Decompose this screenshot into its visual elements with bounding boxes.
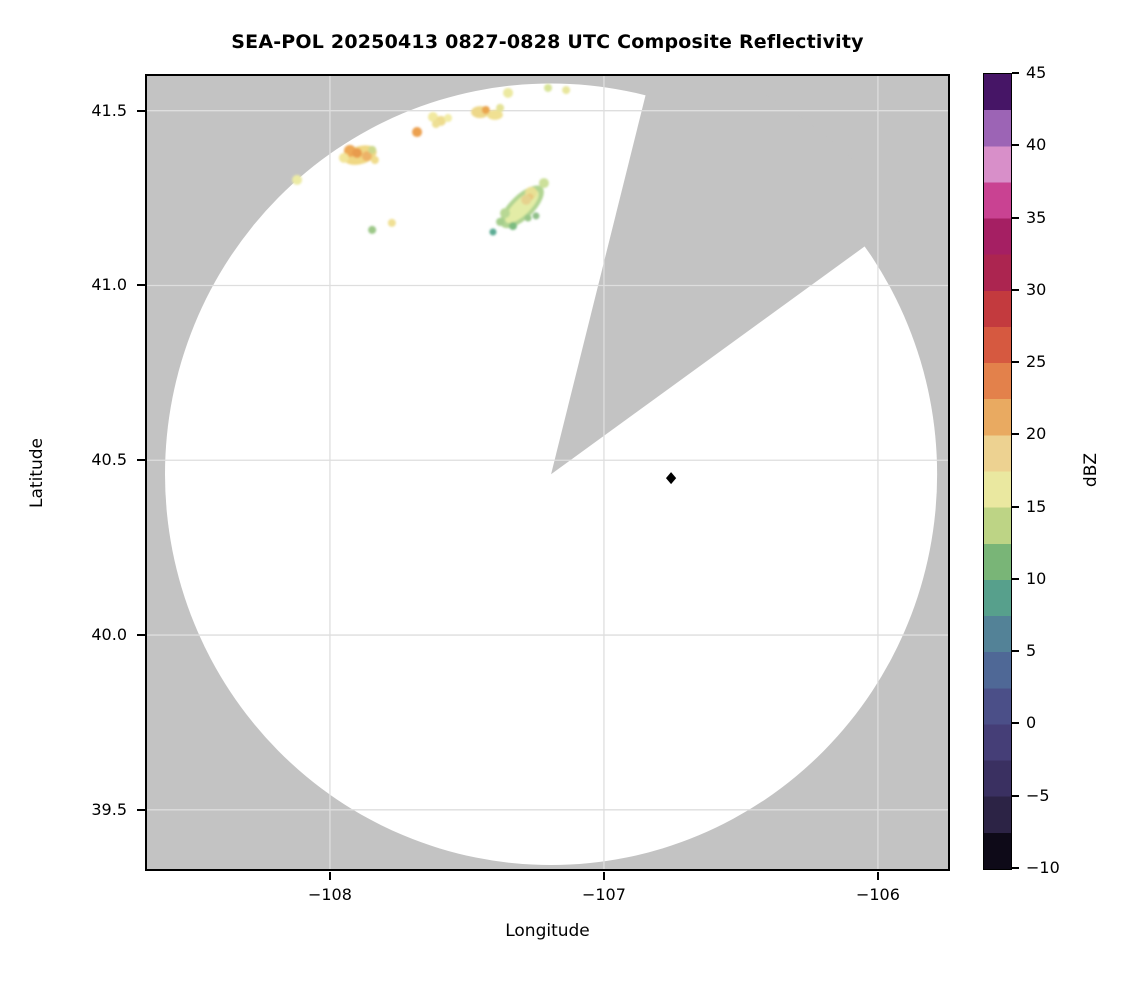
colorbar-tick-label: 10 — [1026, 568, 1047, 588]
colorbar-tick-label: 30 — [1026, 279, 1047, 299]
echo-blob — [496, 103, 505, 112]
colorbar-tick-label: 40 — [1026, 135, 1047, 155]
y-tick-mark — [137, 109, 145, 112]
colorbar-tick-label: 20 — [1026, 424, 1047, 444]
colorbar — [983, 73, 1012, 870]
x-tick-mark — [328, 872, 331, 880]
colorbar-tick-mark — [1012, 144, 1019, 147]
chart-title: SEA-POL 20250413 0827-0828 UTC Composite… — [231, 31, 864, 53]
radar-plot — [145, 74, 950, 871]
colorbar-tick-label: 35 — [1026, 207, 1047, 227]
y-tick-label: 41.0 — [91, 275, 127, 295]
plot-border — [145, 74, 950, 871]
colorbar-tick-label: −10 — [1026, 858, 1060, 877]
echo-blob — [503, 87, 514, 98]
echo-blob — [524, 214, 532, 222]
echo-blob — [486, 109, 503, 120]
echo-blob — [387, 218, 396, 227]
echo-blob — [500, 208, 511, 219]
echo-blob — [292, 174, 303, 185]
echo-layer — [292, 83, 571, 236]
colorbar-tick-label: 5 — [1026, 641, 1037, 661]
echo-blob — [508, 222, 517, 231]
x-tick-label: −108 — [307, 885, 352, 904]
colorbar-tick-mark — [1012, 288, 1019, 291]
x-axis-label: Longitude — [505, 921, 590, 941]
colorbar-tick-label: 25 — [1026, 352, 1047, 372]
colorbar-tick-mark — [1012, 650, 1019, 653]
x-tick-mark — [602, 872, 605, 880]
y-tick-mark — [137, 808, 145, 811]
y-axis-label: Latitude — [27, 438, 47, 508]
missing-data-wedge — [551, 74, 904, 475]
echo-blob — [352, 148, 363, 159]
colorbar-tick-mark — [1012, 216, 1019, 219]
echo-blob — [368, 225, 377, 234]
echo-blob — [562, 86, 571, 95]
colorbar-tick-label: 45 — [1026, 63, 1047, 82]
colorbar-tick-mark — [1012, 361, 1019, 364]
echo-blob — [444, 114, 453, 123]
x-tick-label: −106 — [855, 885, 900, 904]
colorbar-tick-mark — [1012, 722, 1019, 725]
y-tick-label: 40.5 — [91, 450, 127, 470]
echo-blob — [489, 228, 497, 236]
x-tick-label: −107 — [581, 885, 626, 904]
echo-blob — [427, 111, 438, 122]
echo-blob — [361, 151, 372, 162]
echo-blob — [368, 145, 377, 154]
echo-blob — [412, 127, 423, 138]
echo-blob — [338, 152, 349, 163]
echo-blob — [521, 194, 532, 205]
site-marker-diamond — [665, 472, 677, 485]
echo-blob — [544, 83, 553, 92]
echo-blob — [532, 212, 540, 220]
colorbar-tick-mark — [1012, 867, 1019, 869]
colorbar-tick-label: 15 — [1026, 496, 1047, 516]
echo-blob — [496, 217, 505, 226]
colorbar-label: dBZ — [1081, 452, 1101, 488]
y-tick-label: 39.5 — [91, 799, 127, 819]
y-tick-label: 40.0 — [91, 625, 127, 645]
y-tick-mark — [137, 459, 145, 462]
echo-blob — [481, 106, 490, 115]
x-tick-mark — [876, 872, 879, 880]
echo-blob — [431, 119, 440, 128]
colorbar-tick-label: 0 — [1026, 713, 1037, 733]
y-tick-mark — [137, 284, 145, 287]
colorbar-tick-mark — [1012, 72, 1019, 74]
echo-blob — [538, 178, 549, 189]
echo-blob — [370, 155, 379, 164]
colorbar-tick-mark — [1012, 577, 1019, 580]
colorbar-tick-mark — [1012, 794, 1019, 797]
colorbar-tick-mark — [1012, 433, 1019, 436]
y-tick-label: 41.5 — [91, 100, 127, 120]
colorbar-tick-label: −5 — [1026, 785, 1050, 805]
colorbar-tick-mark — [1012, 505, 1019, 508]
y-tick-mark — [137, 634, 145, 637]
